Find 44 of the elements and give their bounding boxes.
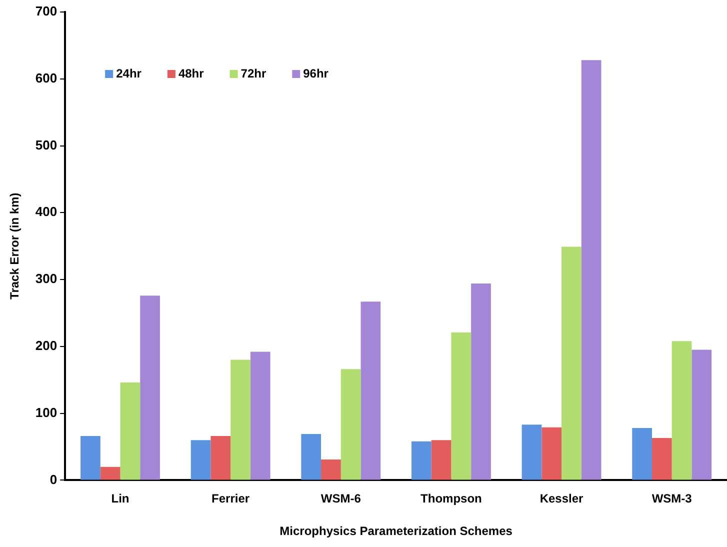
bar xyxy=(250,352,270,480)
bar xyxy=(471,284,491,480)
x-tick-label: WSM-3 xyxy=(652,492,692,506)
bar xyxy=(301,434,322,480)
bar xyxy=(140,296,160,480)
y-tick-label: 100 xyxy=(35,404,58,420)
bar xyxy=(321,459,341,480)
bar xyxy=(451,332,472,480)
x-tick-label: Ferrier xyxy=(212,492,250,506)
bar xyxy=(210,436,231,480)
bar xyxy=(411,441,432,480)
y-tick-label: 700 xyxy=(35,4,58,19)
y-tick-label: 500 xyxy=(35,137,58,152)
legend-label: 96hr xyxy=(303,66,329,80)
bar xyxy=(190,440,211,480)
y-tick-label: 300 xyxy=(35,271,58,286)
bar xyxy=(80,436,100,480)
x-tick-label: Thompson xyxy=(420,492,482,506)
x-tick-label: WSM-6 xyxy=(320,492,362,506)
bar xyxy=(120,382,140,480)
y-tick-label: 0 xyxy=(50,472,58,487)
bar xyxy=(431,440,452,480)
y-axis-title: Track Error (in km) xyxy=(8,192,22,300)
legend-label: 48hr xyxy=(178,66,204,80)
y-tick-label: 400 xyxy=(35,204,58,220)
bar xyxy=(542,427,562,480)
bar xyxy=(522,424,542,480)
x-axis-title: Microphysics Parameterization Schemes xyxy=(280,524,513,538)
y-tick-label: 200 xyxy=(35,338,58,354)
y-tick-label: 600 xyxy=(35,70,58,86)
bar xyxy=(632,428,652,480)
bar xyxy=(652,438,672,480)
x-tick-label: Lin xyxy=(111,492,130,506)
bar xyxy=(581,60,602,480)
bar xyxy=(672,341,692,480)
legend-label: 24hr xyxy=(116,66,142,80)
bar xyxy=(360,302,381,480)
bar xyxy=(340,369,361,480)
x-tick-label: Kessler xyxy=(540,492,584,506)
bar xyxy=(692,350,712,480)
bar xyxy=(562,246,582,480)
bar xyxy=(100,466,120,480)
legend-label: 72hr xyxy=(240,66,266,80)
bar xyxy=(230,360,250,480)
